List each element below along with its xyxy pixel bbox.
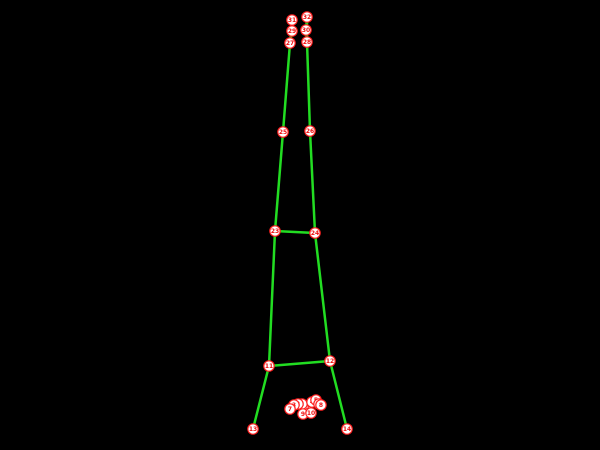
- keypoint-marker: [324, 355, 336, 367]
- keypoint-marker: [301, 36, 313, 48]
- keypoint-label: 11: [265, 363, 273, 370]
- keypoint-label: 14: [343, 426, 351, 433]
- keypoint-label: 27: [286, 40, 294, 47]
- keypoint-24: 24: [309, 227, 321, 239]
- keypoint-marker: [263, 360, 275, 372]
- keypoint-30: 30: [300, 24, 312, 36]
- keypoint-label: 30: [302, 27, 310, 34]
- skeleton-keypoints: 0123456789101112131423242526272829303132: [247, 11, 353, 435]
- keypoint-label: 29: [288, 28, 296, 35]
- bone-26-28: [305, 40, 312, 133]
- keypoint-26: 26: [304, 125, 316, 137]
- keypoint-marker: [309, 227, 321, 239]
- keypoint-marker: [301, 11, 313, 23]
- bone-23-25: [273, 130, 285, 233]
- bone-12-14: [328, 359, 349, 431]
- keypoint-label: 13: [249, 426, 257, 433]
- keypoint-31: 31: [286, 14, 298, 26]
- bone-23-24: [273, 229, 317, 235]
- bone-24-26: [308, 129, 317, 235]
- keypoint-label: 0: [305, 404, 309, 411]
- bone-25-27: [281, 41, 292, 134]
- keypoint-marker: [269, 225, 281, 237]
- keypoint-marker: [277, 126, 289, 138]
- keypoint-14: 14: [341, 423, 353, 435]
- keypoint-label: 28: [303, 39, 311, 46]
- keypoint-label: 10: [307, 410, 315, 417]
- keypoint-label: 8: [319, 402, 323, 409]
- keypoint-label: 12: [326, 358, 334, 365]
- keypoint-marker: [284, 37, 296, 49]
- keypoint-marker: [315, 399, 327, 411]
- keypoint-27: 27: [284, 37, 296, 49]
- keypoint-label: 32: [303, 14, 311, 21]
- keypoint-label: 31: [288, 17, 296, 24]
- keypoint-marker: [341, 423, 353, 435]
- keypoint-25: 25: [277, 126, 289, 138]
- keypoint-13: 13: [247, 423, 259, 435]
- keypoint-8: 8: [315, 399, 327, 411]
- keypoint-marker: [284, 403, 296, 415]
- keypoint-7: 7: [284, 403, 296, 415]
- bone-12-24: [313, 231, 332, 363]
- keypoint-11: 11: [263, 360, 275, 372]
- keypoint-marker: [305, 407, 317, 419]
- keypoint-12: 12: [324, 355, 336, 367]
- bone-11-23: [267, 229, 277, 368]
- keypoint-marker: [304, 125, 316, 137]
- keypoint-marker: [286, 14, 298, 26]
- keypoint-28: 28: [301, 36, 313, 48]
- bone-11-13: [251, 364, 271, 431]
- keypoint-label: 9: [301, 411, 305, 418]
- keypoint-marker: [300, 24, 312, 36]
- keypoint-23: 23: [269, 225, 281, 237]
- keypoint-32: 32: [301, 11, 313, 23]
- keypoint-label: 7: [288, 406, 292, 413]
- keypoint-label: 25: [279, 129, 287, 136]
- keypoint-10: 10: [305, 407, 317, 419]
- keypoint-label: 26: [306, 128, 314, 135]
- keypoint-label: 24: [311, 230, 319, 237]
- keypoint-label: 23: [271, 228, 279, 235]
- keypoint-marker: [247, 423, 259, 435]
- bone-11-12: [267, 359, 332, 368]
- keypoint-29: 29: [286, 25, 298, 37]
